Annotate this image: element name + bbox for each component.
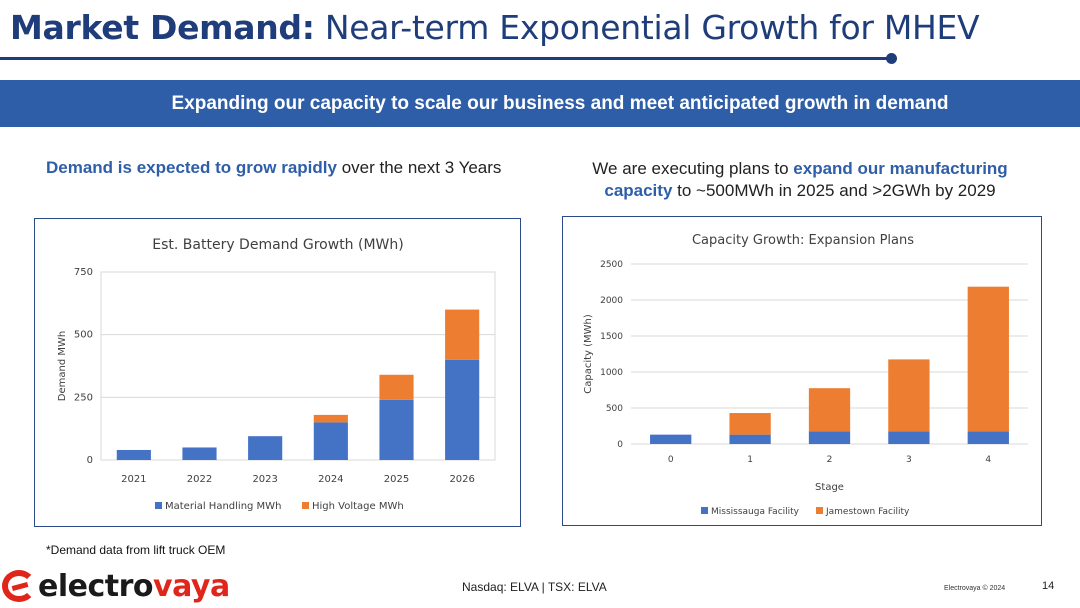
logo-wordmark-part2: vaya (153, 568, 230, 604)
capacity-chart: Capacity Growth: Expansion Plans 0 500 1000… (583, 233, 1028, 517)
capacity-chart-xtick-label-4: 4 (985, 455, 991, 465)
slide-title-bold: Market Demand: (10, 8, 315, 47)
copyright: Electrovaya © 2024 (944, 585, 1006, 592)
demand-chart-bar-high-voltage-mwh-2026 (445, 309, 480, 360)
right-subheading-part1: We are executing plans to (592, 159, 794, 178)
capacity-chart-bar-mississauga-facility-0 (650, 434, 692, 444)
demand-chart-bar-high-voltage-mwh-2025 (379, 374, 414, 400)
left-subheading: Demand is expected to grow rapidly over … (46, 158, 501, 178)
demand-chart-xtick-label-2: 2023 (252, 474, 277, 485)
logo-wordmark-part1: electro (38, 568, 154, 604)
demand-chart-ytick-label-2: 500 (74, 330, 93, 341)
capacity-chart-frame: Capacity Growth: Expansion Plans 0 500 1000… (562, 216, 1042, 526)
demand-chart-bar-high-voltage-mwh-2024 (313, 414, 348, 423)
capacity-chart-bar-mississauga-facility-3 (888, 431, 930, 444)
demand-chart-xtick-label-0: 2021 (121, 474, 146, 485)
left-subheading-rest: over the next 3 Years (336, 158, 502, 177)
slide-title: Market Demand: Near-term Exponential Gro… (10, 8, 980, 47)
demand-chart-bar-material-handling-mwh-2022 (182, 447, 217, 460)
banner: Expanding our capacity to scale our busi… (0, 80, 1080, 127)
capacity-chart-xtick-label-1: 1 (747, 455, 753, 465)
capacity-chart-legend-swatch-1 (816, 507, 823, 514)
right-subheading-part2: to ~500MWh in 2025 and >2GWh by 2029 (672, 181, 996, 200)
capacity-chart-ytick-label-0: 0 (617, 440, 623, 450)
capacity-chart-bar-mississauga-facility-1 (729, 434, 771, 444)
demand-chart-ylabel: Demand MWh (57, 331, 68, 401)
capacity-chart-bar-mississauga-facility-2 (808, 431, 851, 444)
demand-chart-bar-material-handling-mwh-2021 (116, 449, 151, 460)
demand-chart-frame: Est. Battery Demand Growth (MWh) 0 250 500 7… (34, 218, 521, 527)
capacity-chart-ytick-label-2: 1000 (600, 368, 623, 378)
capacity-chart-xtick-label-2: 2 (827, 455, 833, 465)
capacity-chart-legend-swatch-0 (701, 507, 708, 514)
slide-title-rest: Near-term Exponential Growth for MHEV (324, 8, 980, 47)
right-subheading-highlight: expand our manufacturing capacity (604, 159, 1008, 200)
capacity-chart-bar-jamestown-facility-1 (729, 413, 771, 435)
demand-chart-plot-frame (100, 271, 496, 461)
capacity-chart-xlabel: Stage (815, 482, 844, 493)
demand-chart-ytick-label-3: 750 (74, 267, 93, 278)
capacity-chart-legend-label-0: Mississauga Facility (711, 507, 800, 517)
demand-chart-xtick-label-1: 2022 (187, 474, 212, 485)
page-number: 14 (1042, 580, 1055, 592)
capacity-chart-xtick-label-0: 0 (668, 455, 674, 465)
capacity-chart-bar-jamestown-facility-2 (808, 388, 851, 432)
demand-chart-xtick-label-4: 2025 (384, 474, 409, 485)
demand-chart: Est. Battery Demand Growth (MWh) 0 250 500 7… (57, 237, 496, 512)
capacity-chart-ylabel: Capacity (MWh) (583, 314, 594, 394)
demand-chart-bar-material-handling-mwh-2026 (445, 359, 480, 460)
footnote: *Demand data from lift truck OEM (46, 543, 226, 557)
title-underline-dot (886, 53, 897, 64)
demand-chart-legend-swatch-0 (155, 502, 162, 509)
right-subheading: We are executing plans to expand our man… (580, 158, 1020, 202)
demand-chart-legend-label-0: Material Handling MWh (165, 501, 281, 512)
capacity-chart-bar-mississauga-facility-4 (967, 431, 1009, 444)
demand-chart-xtick-label-3: 2024 (318, 474, 343, 485)
demand-chart-bar-material-handling-mwh-2025 (379, 399, 414, 460)
demand-chart-bar-material-handling-mwh-2023 (248, 436, 283, 460)
capacity-chart-bar-jamestown-facility-4 (967, 286, 1009, 432)
capacity-chart-legend-label-1: Jamestown Facility (825, 507, 910, 517)
demand-chart-bar-material-handling-mwh-2024 (313, 422, 348, 460)
capacity-chart-ytick-label-3: 1500 (600, 332, 623, 342)
capacity-chart-xtick-label-3: 3 (906, 455, 912, 465)
capacity-chart-bar-jamestown-facility-3 (888, 359, 930, 432)
demand-chart-legend-label-1: High Voltage MWh (312, 501, 404, 512)
demand-chart-ytick-label-0: 0 (87, 455, 93, 466)
demand-chart-title: Est. Battery Demand Growth (MWh) (152, 237, 403, 253)
capacity-chart-title: Capacity Growth: Expansion Plans (692, 233, 914, 248)
title-underline (0, 57, 892, 60)
logo-e-icon (2, 570, 36, 602)
stock-ticker: Nasdaq: ELVA | TSX: ELVA (462, 580, 607, 594)
capacity-chart-ytick-label-4: 2000 (600, 296, 623, 306)
demand-chart-legend-swatch-1 (302, 502, 309, 509)
banner-text: Expanding our capacity to scale our busi… (171, 92, 949, 114)
capacity-chart-ytick-label-5: 2500 (600, 260, 623, 270)
demand-chart-xtick-label-5: 2026 (449, 474, 474, 485)
capacity-chart-ytick-label-1: 500 (606, 404, 623, 414)
demand-chart-ytick-label-1: 250 (74, 392, 93, 403)
electrovaya-logo: electrovaya (2, 568, 230, 604)
left-subheading-highlight: Demand is expected to grow rapidly (46, 158, 337, 177)
logo-wordmark: electrovaya (38, 569, 230, 604)
